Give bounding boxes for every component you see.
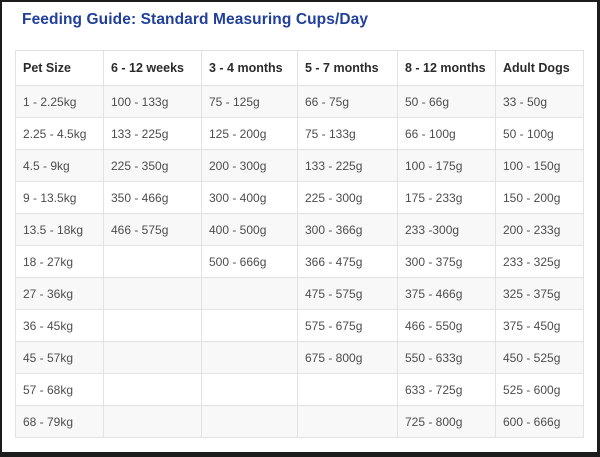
table-cell: 133 - 225g [297,149,398,182]
table-cell: 225 - 350g [103,149,202,182]
column-header: 5 - 7 months [297,50,398,86]
table-cell [201,405,298,438]
table-cell: 100 - 133g [103,85,202,118]
table-header-row: Pet Size 6 - 12 weeks 3 - 4 months 5 - 7 mo… [15,50,584,86]
table-cell: 200 - 300g [201,149,298,182]
table-cell: 233 - 325g [495,245,584,278]
column-header: 6 - 12 weeks [103,50,202,86]
table-cell: 375 - 466g [397,277,496,310]
table-row: 57 - 68kg 633 - 725g 525 - 600g [15,373,584,406]
table-cell: 450 - 525g [495,341,584,374]
table-row: 45 - 57kg 675 - 800g 550 - 633g 450 - 525g [15,341,584,374]
table-cell: 300 - 400g [201,181,298,214]
table-cell: 133 - 225g [103,117,202,150]
table-cell: 675 - 800g [297,341,398,374]
table-row: 13.5 - 18kg 466 - 575g 400 - 500g 300 - 366… [15,213,584,246]
table-cell: 500 - 666g [201,245,298,278]
table-cell: 1 - 2.25kg [15,85,104,118]
column-header: Pet Size [15,50,104,86]
table-cell: 9 - 13.5kg [15,181,104,214]
table-cell: 725 - 800g [397,405,496,438]
table-row: 1 - 2.25kg 100 - 133g 75 - 125g 66 - 75g 50 … [15,85,584,118]
table-cell: 575 - 675g [297,309,398,342]
table-row: 9 - 13.5kg 350 - 466g 300 - 400g 225 - 300g… [15,181,584,214]
table-cell [103,373,202,406]
table-cell [103,245,202,278]
table-cell: 225 - 300g [297,181,398,214]
table-cell: 68 - 79kg [15,405,104,438]
table-cell: 57 - 68kg [15,373,104,406]
table-cell: 45 - 57kg [15,341,104,374]
column-header: 3 - 4 months [201,50,298,86]
table-cell: 400 - 500g [201,213,298,246]
table-cell [201,277,298,310]
table-cell: 2.25 - 4.5kg [15,117,104,150]
table-cell: 633 - 725g [397,373,496,406]
table-cell: 75 - 133g [297,117,398,150]
table-cell: 66 - 100g [397,117,496,150]
table-row: 68 - 79kg 725 - 800g 600 - 666g [15,405,584,438]
table-cell [297,405,398,438]
table-cell: 50 - 66g [397,85,496,118]
table-cell [103,277,202,310]
table-cell: 18 - 27kg [15,245,104,278]
table-cell: 33 - 50g [495,85,584,118]
table-cell: 27 - 36kg [15,277,104,310]
table-cell: 300 - 375g [397,245,496,278]
table-cell: 325 - 375g [495,277,584,310]
table-cell: 466 - 575g [103,213,202,246]
table-cell: 75 - 125g [201,85,298,118]
table-cell [103,405,202,438]
table-cell: 66 - 75g [297,85,398,118]
table-cell: 4.5 - 9kg [15,149,104,182]
table-cell: 233 -300g [397,213,496,246]
table-cell: 300 - 366g [297,213,398,246]
table-cell: 600 - 666g [495,405,584,438]
table-cell [201,309,298,342]
page-title: Feeding Guide: Standard Measuring Cups/D… [22,11,369,28]
table-cell: 50 - 100g [495,117,584,150]
table-cell: 375 - 450g [495,309,584,342]
table-cell: 13.5 - 18kg [15,213,104,246]
table-cell: 525 - 600g [495,373,584,406]
table-cell: 125 - 200g [201,117,298,150]
table-cell: 466 - 550g [397,309,496,342]
table-cell: 100 - 175g [397,149,496,182]
column-header: Adult Dogs [495,50,584,86]
table-row: 36 - 45kg 575 - 675g 466 - 550g 375 - 450g [15,309,584,342]
table-cell [201,373,298,406]
table-cell [103,341,202,374]
table-cell: 475 - 575g [297,277,398,310]
feeding-guide-table: Pet Size 6 - 12 weeks 3 - 4 months 5 - 7 mo… [15,50,584,438]
table-cell [297,373,398,406]
table-row: 2.25 - 4.5kg 133 - 225g 125 - 200g 75 - 133… [15,117,584,150]
table-cell: 200 - 233g [495,213,584,246]
table-cell: 175 - 233g [397,181,496,214]
table-row: 18 - 27kg 500 - 666g 366 - 475g 300 - 375g 2… [15,245,584,278]
table-cell: 100 - 150g [495,149,584,182]
table-cell: 366 - 475g [297,245,398,278]
table-cell: 350 - 466g [103,181,202,214]
table-cell [103,309,202,342]
table-cell: 36 - 45kg [15,309,104,342]
table-cell [201,341,298,374]
column-header: 8 - 12 months [397,50,496,86]
table-row: 27 - 36kg 475 - 575g 375 - 466g 325 - 375g [15,277,584,310]
table-cell: 150 - 200g [495,181,584,214]
table-row: 4.5 - 9kg 225 - 350g 200 - 300g 133 - 225g 1… [15,149,584,182]
table-cell: 550 - 633g [397,341,496,374]
